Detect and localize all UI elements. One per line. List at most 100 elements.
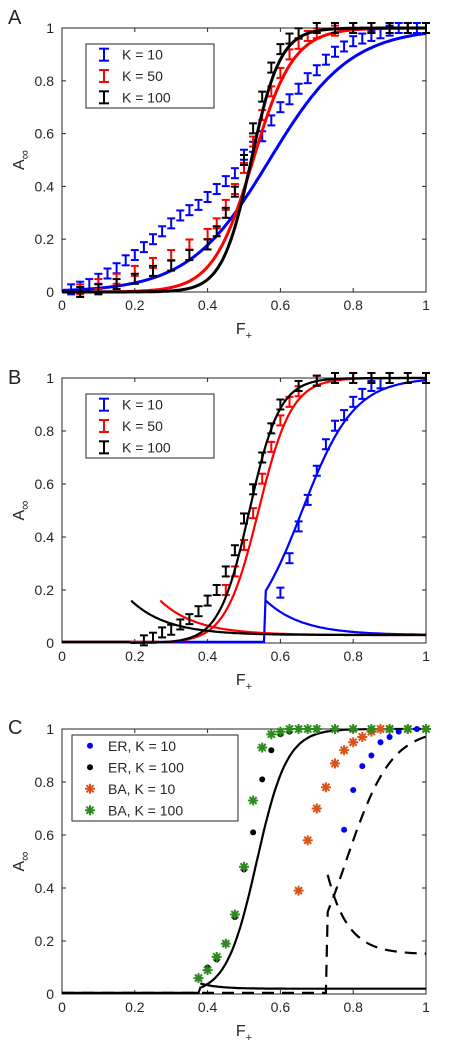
series-line [62,26,426,294]
data-point [149,233,157,246]
data-point [276,414,285,427]
data-point [302,835,313,846]
asterisk-stroke [294,886,303,895]
data-point [230,167,239,180]
data-point [341,826,348,833]
legend-marker [99,397,109,412]
legend: K = 10 K = 50 K = 100 [85,43,215,109]
data-point [349,35,358,48]
theory-curve [62,735,427,994]
y-tick-label: 1 [46,721,54,737]
data-point [248,795,259,806]
y-tick-label: 1 [46,20,54,36]
panel-a: A 0 0.2 0.4 0.6 0.8 1 0 0.2 0.4 0.6 0.8 1 F+ A∞ K = 10… [8,7,430,342]
data-point [258,472,267,485]
data-point [340,409,349,422]
data-point [375,724,386,734]
x-axis-label: F+ [236,321,252,342]
legend-label: K = 50 [122,68,163,84]
data-point [321,53,330,66]
y-axis-label-sub: ∞ [17,501,32,510]
legend-box [85,43,215,109]
y-tick-label: 0 [46,284,54,300]
data-point [367,22,376,34]
data-point [139,634,148,647]
data-point [185,249,194,262]
data-point [266,729,277,740]
series-line [62,376,426,644]
x-axis-label-sub: + [246,330,252,342]
data-point [366,724,377,734]
data-point [284,724,295,734]
data-point [267,61,276,74]
data-point [267,422,276,435]
asterisk-stroke [376,724,385,734]
data-point [221,565,230,578]
data-point [112,278,121,291]
asterisk-stroke [348,738,358,747]
data-point [212,225,221,238]
data-point [203,227,212,240]
asterisk-stroke [321,783,331,792]
data-point [267,440,276,453]
legend-marker [87,742,93,749]
y-tick-label: 0.4 [35,178,55,194]
y-tick-label: 0.4 [35,529,55,545]
data-point [158,225,167,238]
data-point [276,398,285,411]
legend-label: K = 100 [122,439,171,455]
data-point [139,241,148,254]
data-point [112,262,121,275]
data-point [293,724,304,734]
data-point [311,803,322,814]
data-point [402,724,413,734]
x-tick-label: 0.4 [198,297,218,313]
data-point [194,198,203,211]
legend-marker [99,419,109,433]
data-point [348,737,359,748]
data-point [403,22,412,34]
panel-b: B 0 0.2 0.4 0.6 0.8 1 0 0.2 0.4 0.6 0.8 1 F+ A∞ K = 10… [8,367,430,693]
legend-marker [85,783,95,794]
x-tick-label: 0.2 [125,297,145,313]
data-point [258,451,267,464]
legend-marker [99,69,109,83]
data-point [312,64,321,77]
data-point [268,747,275,754]
asterisk-stroke [312,724,322,734]
data-point [103,267,112,280]
data-point [275,726,286,737]
asterisk-stroke [403,724,413,734]
asterisk-stroke [230,910,240,919]
data-point [293,885,304,896]
data-point [240,512,248,525]
data-point [258,90,267,103]
data-point [203,238,212,251]
data-point [303,72,312,85]
y-tick-label: 0.2 [35,933,55,949]
legend-label: ER, K = 10 [108,738,176,754]
data-point [220,938,231,949]
y-tick-label: 0.6 [35,476,55,492]
data-point [331,419,339,432]
y-tick-label: 1 [46,370,54,386]
legend-marker [85,805,95,816]
x-tick-label: 0 [58,297,66,313]
data-point [395,728,402,735]
data-point [358,32,367,45]
data-point [285,93,294,106]
data-point [312,374,321,387]
legend-label: ER, K = 100 [108,759,184,775]
data-point [294,27,303,40]
asterisk-stroke [267,730,276,739]
data-point [212,584,221,596]
data-point [149,264,157,277]
x-tick-label: 0 [58,648,66,664]
data-point [385,372,394,384]
asterisk-stroke [285,724,294,734]
y-axis-label: A∞ [11,501,32,521]
data-point [340,40,349,53]
legend-label: K = 100 [122,89,171,105]
y-tick-label: 0.6 [35,827,55,843]
data-point [94,283,103,296]
